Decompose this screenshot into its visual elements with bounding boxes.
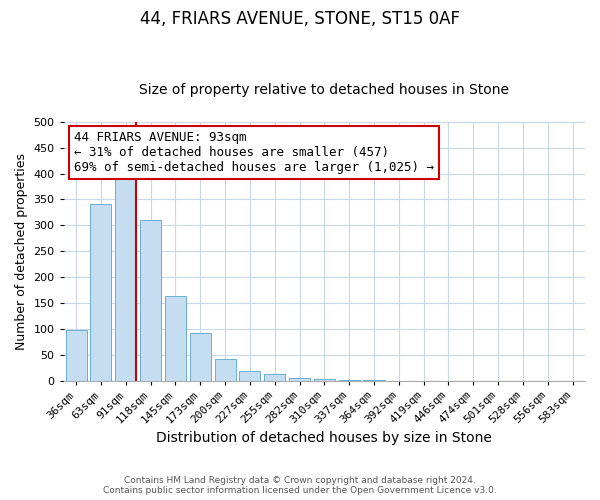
Bar bbox=[115, 167, 136, 380]
Text: 44, FRIARS AVENUE, STONE, ST15 0AF: 44, FRIARS AVENUE, STONE, ST15 0AF bbox=[140, 10, 460, 28]
Text: 44 FRIARS AVENUE: 93sqm
← 31% of detached houses are smaller (457)
69% of semi-d: 44 FRIARS AVENUE: 93sqm ← 31% of detache… bbox=[74, 131, 434, 174]
Bar bbox=[190, 332, 211, 380]
Y-axis label: Number of detached properties: Number of detached properties bbox=[15, 152, 28, 350]
Bar bbox=[165, 296, 186, 380]
Bar bbox=[239, 371, 260, 380]
Bar bbox=[264, 374, 285, 380]
Title: Size of property relative to detached houses in Stone: Size of property relative to detached ho… bbox=[139, 83, 509, 97]
Bar bbox=[289, 378, 310, 380]
Bar bbox=[215, 359, 236, 380]
Bar bbox=[140, 220, 161, 380]
Bar bbox=[314, 379, 335, 380]
Text: Contains HM Land Registry data © Crown copyright and database right 2024.
Contai: Contains HM Land Registry data © Crown c… bbox=[103, 476, 497, 495]
Bar bbox=[91, 204, 112, 380]
X-axis label: Distribution of detached houses by size in Stone: Distribution of detached houses by size … bbox=[157, 431, 492, 445]
Bar bbox=[65, 330, 86, 380]
